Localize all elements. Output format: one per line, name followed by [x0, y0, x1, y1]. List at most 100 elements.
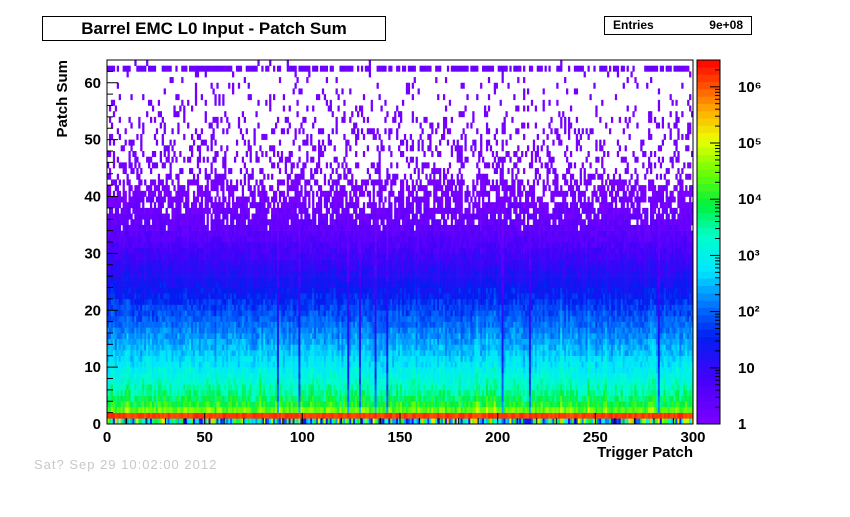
heatmap-cell: [316, 389, 319, 396]
heatmap-cell: [550, 412, 553, 419]
heatmap-cell: [405, 412, 409, 419]
heatmap-cell: [208, 418, 211, 425]
heatmap-cell: [120, 338, 123, 345]
heatmap-cell: [413, 412, 416, 419]
heatmap-cell: [435, 418, 438, 425]
heatmap-cell: [362, 350, 366, 357]
heatmap-cell: [411, 412, 414, 419]
heatmap-cell: [485, 367, 489, 374]
heatmap-cell: [429, 355, 432, 362]
heatmap-cell: [591, 355, 594, 362]
heatmap-cell: [634, 406, 637, 413]
heatmap-cell: [526, 389, 530, 396]
heatmap-cell: [265, 395, 268, 402]
heatmap-cell: [657, 384, 661, 391]
heatmap-cell: [612, 401, 616, 408]
heatmap-cell: [124, 406, 127, 413]
heatmap-cell: [189, 350, 192, 357]
heatmap-cell: [357, 350, 360, 357]
heatmap-cell: [253, 384, 256, 391]
heatmap-cell: [337, 401, 340, 408]
heatmap-cell: [562, 338, 565, 345]
heatmap-cell: [642, 395, 645, 402]
heatmap-cell: [435, 355, 438, 362]
heatmap-cell: [173, 401, 176, 408]
heatmap-cell: [177, 384, 180, 391]
heatmap-cell: [685, 361, 688, 368]
heatmap-cell: [312, 355, 315, 362]
heatmap-cell: [376, 355, 379, 362]
heatmap-cell: [183, 384, 186, 391]
heatmap-cell: [646, 418, 649, 425]
heatmap-cell: [144, 395, 147, 402]
heatmap-cell: [439, 327, 442, 334]
heatmap-cell: [620, 401, 623, 408]
heatmap-cell: [308, 327, 311, 334]
heatmap-cell: [362, 367, 366, 374]
heatmap-cell: [513, 406, 516, 413]
heatmap-cell: [128, 412, 131, 419]
heatmap-cell: [153, 355, 157, 362]
heatmap-cell: [521, 338, 524, 345]
heatmap-cell: [140, 367, 143, 374]
heatmap-cell: [286, 338, 289, 345]
heatmap-cell: [630, 333, 633, 339]
heatmap-cell: [526, 338, 530, 345]
heatmap-cell: [189, 338, 192, 345]
heatmap-cell: [167, 350, 170, 357]
heatmap-cell: [550, 384, 553, 391]
heatmap-cell: [599, 418, 602, 425]
heatmap-cell: [386, 378, 389, 385]
heatmap-cell: [372, 384, 375, 391]
heatmap-cell: [239, 338, 243, 345]
heatmap-cell: [167, 378, 170, 385]
heatmap-cell: [218, 389, 221, 396]
heatmap-cell: [579, 418, 582, 425]
heatmap-cell: [337, 361, 340, 368]
heatmap-cell: [257, 344, 260, 351]
heatmap-cell: [632, 367, 635, 374]
heatmap-cell: [673, 418, 676, 425]
heatmap-cell: [116, 378, 120, 385]
heatmap-cell: [132, 372, 135, 379]
heatmap-cell: [419, 384, 422, 391]
heatmap-cell: [663, 350, 666, 357]
heatmap-cell: [153, 372, 157, 379]
heatmap-cell: [480, 361, 483, 368]
heatmap-cell: [353, 327, 356, 334]
heatmap-cell: [618, 401, 622, 408]
heatmap-cell: [687, 395, 690, 402]
heatmap-cell: [341, 361, 344, 368]
heatmap-cell: [358, 418, 362, 425]
heatmap-cell: [181, 384, 184, 391]
heatmap-cell: [136, 384, 139, 391]
heatmap-cell: [437, 355, 440, 362]
heatmap-cell: [366, 378, 370, 385]
heatmap-cell: [458, 389, 461, 396]
heatmap-cell: [415, 367, 418, 374]
heatmap-cell: [161, 418, 164, 425]
heatmap-cell: [148, 378, 151, 385]
heatmap-cell: [181, 361, 184, 368]
heatmap-cell: [554, 367, 557, 374]
heatmap-cell: [323, 344, 327, 351]
heatmap-cell: [140, 412, 143, 419]
heatmap-cell: [247, 361, 250, 368]
heatmap-cell: [216, 344, 219, 351]
heatmap-cell: [107, 378, 110, 385]
heatmap-cell: [509, 338, 512, 345]
heatmap-cell: [612, 367, 616, 374]
heatmap-cell: [585, 401, 588, 408]
heatmap-cell: [577, 355, 580, 362]
heatmap-cell: [335, 372, 338, 379]
heatmap-cell: [290, 412, 293, 419]
heatmap-cell: [206, 350, 209, 357]
heatmap-cell: [251, 395, 254, 402]
heatmap-cell: [333, 389, 336, 396]
heatmap-cell: [523, 406, 526, 413]
heatmap-cell: [132, 395, 135, 402]
heatmap-cell: [564, 355, 567, 362]
heatmap-cell: [124, 350, 127, 357]
heatmap-cell: [521, 412, 524, 419]
heatmap-cell: [149, 355, 153, 362]
